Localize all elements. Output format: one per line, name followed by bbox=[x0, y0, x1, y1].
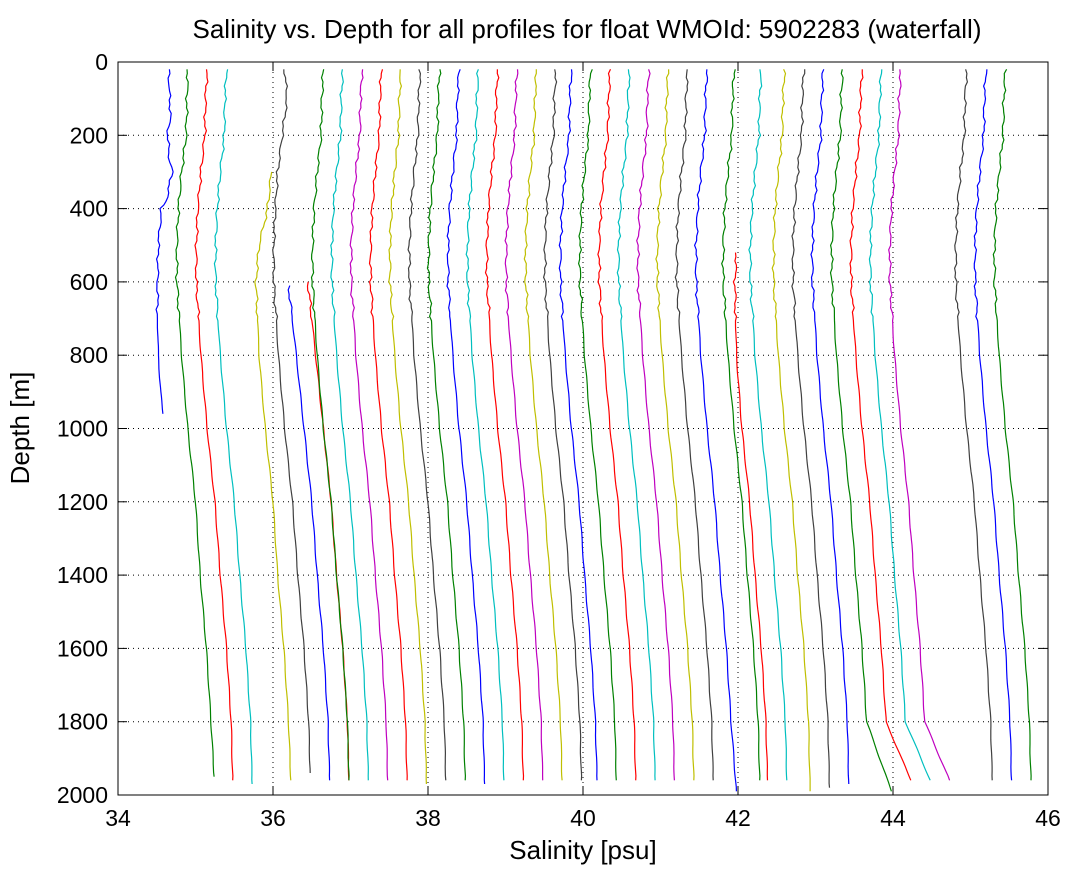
profile-line-35 bbox=[810, 69, 850, 785]
profile-line-19 bbox=[504, 69, 544, 781]
profile-line-25 bbox=[616, 69, 656, 781]
profile-line-37 bbox=[849, 69, 912, 781]
profile-line-17 bbox=[465, 69, 505, 781]
profile-line-41 bbox=[973, 69, 1013, 781]
x-tick-label: 42 bbox=[725, 805, 751, 831]
y-axis-label: Depth [m] bbox=[5, 372, 35, 485]
profile-line-6 bbox=[272, 69, 311, 774]
y-tick-label: 600 bbox=[70, 269, 108, 295]
y-tick-label: 1800 bbox=[57, 709, 108, 735]
profile-line-11 bbox=[349, 69, 389, 781]
profile-line-23 bbox=[577, 69, 617, 781]
y-tick-labels: 0 200 400 600 800 1000 1200 1400 1600 1800 2000 bbox=[57, 49, 108, 808]
x-axis-label: Salinity [psu] bbox=[509, 835, 656, 865]
y-tick-label: 200 bbox=[70, 122, 108, 148]
profile-line-24 bbox=[597, 69, 637, 781]
profile-line-29 bbox=[693, 69, 737, 792]
profile-line-27 bbox=[655, 69, 695, 781]
profile-line-9 bbox=[310, 69, 350, 781]
profile-line-38 bbox=[868, 69, 931, 781]
profile-line-21 bbox=[542, 69, 583, 781]
x-tick-labels: 34 36 38 40 42 44 46 bbox=[105, 805, 1061, 831]
x-tick-label: 46 bbox=[1035, 805, 1061, 831]
y-tick-label: 0 bbox=[95, 49, 108, 75]
profile-line-12 bbox=[368, 69, 408, 781]
ticks bbox=[117, 61, 1049, 796]
profile-line-34 bbox=[791, 69, 831, 788]
profile-line-3 bbox=[194, 69, 234, 781]
profile-line-42 bbox=[992, 69, 1032, 781]
profile-line-28 bbox=[674, 69, 714, 781]
profile-line-39 bbox=[888, 69, 951, 781]
profile-line-33 bbox=[771, 69, 811, 792]
profile-line-4 bbox=[213, 69, 253, 785]
profile-line-40 bbox=[953, 69, 993, 781]
profile-line-14 bbox=[407, 69, 447, 781]
x-tick-label: 38 bbox=[415, 805, 441, 831]
y-tick-label: 1600 bbox=[57, 635, 108, 661]
plot-area: 34 36 38 40 42 44 46 0 200 400 600 800 1000 1200 1400… bbox=[57, 49, 1061, 831]
profile-line-10 bbox=[330, 69, 369, 781]
profile-line-5 bbox=[254, 171, 292, 781]
profile-line-1 bbox=[155, 69, 174, 414]
x-tick-label: 36 bbox=[260, 805, 286, 831]
profile-line-7 bbox=[287, 285, 331, 781]
series-layer bbox=[155, 69, 1032, 792]
x-tick-label: 40 bbox=[570, 805, 596, 831]
chart-title: Salinity vs. Depth for all profiles for … bbox=[193, 14, 982, 44]
profile-line-36 bbox=[829, 69, 892, 792]
profile-line-13 bbox=[388, 69, 427, 785]
y-tick-label: 1000 bbox=[57, 416, 108, 442]
profile-line-26 bbox=[636, 69, 675, 781]
y-tick-label: 1400 bbox=[57, 562, 108, 588]
x-tick-label: 44 bbox=[880, 805, 906, 831]
x-tick-label: 34 bbox=[105, 805, 131, 831]
profile-line-31 bbox=[732, 252, 769, 781]
y-tick-label: 800 bbox=[70, 342, 108, 368]
y-tick-label: 2000 bbox=[57, 782, 108, 808]
profile-line-30 bbox=[721, 69, 761, 781]
profile-line-32 bbox=[748, 69, 788, 781]
profile-line-18 bbox=[484, 69, 525, 781]
y-tick-label: 400 bbox=[70, 196, 108, 222]
profile-line-2 bbox=[174, 69, 215, 777]
profile-line-22 bbox=[558, 69, 598, 781]
profile-line-16 bbox=[446, 69, 486, 785]
y-tick-label: 1200 bbox=[57, 489, 108, 515]
profile-line-15 bbox=[426, 69, 467, 781]
profile-line-20 bbox=[523, 69, 563, 781]
